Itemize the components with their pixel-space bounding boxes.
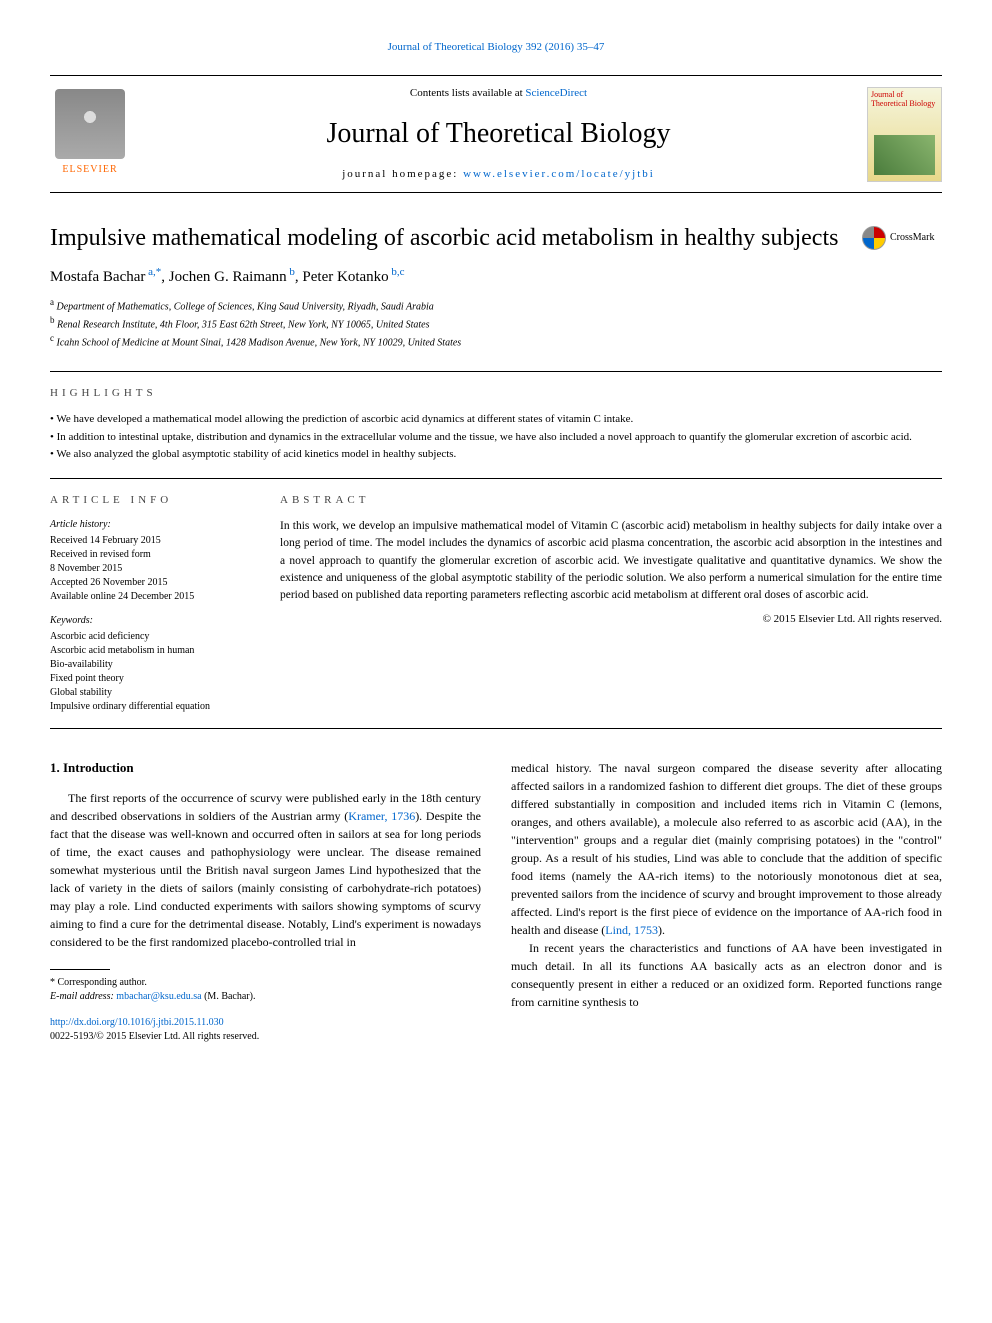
affiliations: a Department of Mathematics, College of … xyxy=(50,296,942,351)
separator xyxy=(50,728,942,729)
contents-line: Contents lists available at ScienceDirec… xyxy=(130,86,867,101)
history-accepted: Accepted 26 November 2015 xyxy=(50,576,250,590)
highlight-item: We also analyzed the global asymptotic s… xyxy=(50,446,942,464)
crossmark-badge[interactable]: CrossMark xyxy=(862,223,942,253)
citation-lind[interactable]: Lind, 1753 xyxy=(605,923,658,937)
author-3: Peter Kotanko xyxy=(302,269,388,285)
body-columns: 1. Introduction The first reports of the… xyxy=(50,759,942,1044)
contents-prefix: Contents lists available at xyxy=(410,87,525,99)
issn-line: 0022-5193/© 2015 Elsevier Ltd. All right… xyxy=(50,1030,481,1044)
affiliation-c: c Icahn School of Medicine at Mount Sina… xyxy=(50,332,942,350)
email-label: E-mail address: xyxy=(50,991,116,1002)
journal-cover-thumbnail: Journal of Theoretical Biology xyxy=(867,87,942,182)
intro-heading: 1. Introduction xyxy=(50,759,481,777)
citation-header: Journal of Theoretical Biology 392 (2016… xyxy=(50,40,942,55)
corr-author-label: * Corresponding author. xyxy=(50,976,481,990)
author-1-sup: a,* xyxy=(145,266,161,278)
citation-link[interactable]: Journal of Theoretical Biology 392 (2016… xyxy=(388,41,605,53)
cover-image xyxy=(874,135,935,175)
authors-line: Mostafa Bachar a,*, Jochen G. Raimann b,… xyxy=(50,265,942,288)
homepage-line: journal homepage: www.elsevier.com/locat… xyxy=(130,167,867,182)
highlights-label: HIGHLIGHTS xyxy=(50,386,942,401)
abstract-text: In this work, we develop an impulsive ma… xyxy=(280,518,942,604)
keyword: Ascorbic acid metabolism in human xyxy=(50,644,250,658)
abstract-copyright: © 2015 Elsevier Ltd. All rights reserved… xyxy=(280,612,942,627)
author-1: Mostafa Bachar xyxy=(50,269,145,285)
keyword: Ascorbic acid deficiency xyxy=(50,630,250,644)
elsevier-tree-icon xyxy=(55,89,125,159)
affiliation-b: b Renal Research Institute, 4th Floor, 3… xyxy=(50,314,942,332)
history-online: Available online 24 December 2015 xyxy=(50,590,250,604)
history-revised-2: 8 November 2015 xyxy=(50,562,250,576)
corresponding-author-footnote: * Corresponding author. E-mail address: … xyxy=(50,976,481,1004)
highlight-item: In addition to intestinal uptake, distri… xyxy=(50,429,942,447)
author-2-sup: b xyxy=(287,266,295,278)
separator xyxy=(50,478,942,479)
highlights-section: HIGHLIGHTS We have developed a mathemati… xyxy=(50,386,942,464)
abstract-label: ABSTRACT xyxy=(280,493,942,508)
elsevier-label: ELSEVIER xyxy=(62,163,117,177)
abstract-section: ABSTRACT In this work, we develop an imp… xyxy=(280,493,942,714)
cover-title: Journal of Theoretical Biology xyxy=(871,91,938,109)
email-suffix: (M. Bachar). xyxy=(202,991,256,1002)
info-abstract-row: ARTICLE INFO Article history: Received 1… xyxy=(50,493,942,714)
email-link[interactable]: mbachar@ksu.edu.sa xyxy=(116,991,201,1002)
author-3-sup: b,c xyxy=(389,266,405,278)
email-line: E-mail address: mbachar@ksu.edu.sa (M. B… xyxy=(50,990,481,1004)
sciencedirect-link[interactable]: ScienceDirect xyxy=(525,87,587,99)
separator xyxy=(50,371,942,372)
journal-name: Journal of Theoretical Biology xyxy=(130,114,867,153)
article-info-label: ARTICLE INFO xyxy=(50,493,250,508)
doi-link[interactable]: http://dx.doi.org/10.1016/j.jtbi.2015.11… xyxy=(50,1017,224,1028)
footnote-separator xyxy=(50,969,110,970)
highlights-list: We have developed a mathematical model a… xyxy=(50,411,942,464)
history-revised-1: Received in revised form xyxy=(50,548,250,562)
keyword: Bio-availability xyxy=(50,658,250,672)
intro-para-3: In recent years the characteristics and … xyxy=(511,939,942,1011)
page-container: Journal of Theoretical Biology 392 (2016… xyxy=(0,0,992,1084)
header-center: Contents lists available at ScienceDirec… xyxy=(130,86,867,182)
keyword: Fixed point theory xyxy=(50,672,250,686)
keywords-label: Keywords: xyxy=(50,614,250,628)
author-2: Jochen G. Raimann xyxy=(169,269,287,285)
doi-line: http://dx.doi.org/10.1016/j.jtbi.2015.11… xyxy=(50,1016,481,1030)
title-row: Impulsive mathematical modeling of ascor… xyxy=(50,223,942,254)
homepage-link[interactable]: www.elsevier.com/locate/yjtbi xyxy=(463,168,655,180)
highlight-item: We have developed a mathematical model a… xyxy=(50,411,942,429)
intro-para-2: medical history. The naval surgeon compa… xyxy=(511,759,942,1011)
citation-kramer[interactable]: Kramer, 1736 xyxy=(348,809,415,823)
history-label: Article history: xyxy=(50,518,250,532)
body-col-left: 1. Introduction The first reports of the… xyxy=(50,759,481,1044)
history-received: Received 14 February 2015 xyxy=(50,534,250,548)
elsevier-logo: ELSEVIER xyxy=(50,89,130,179)
affiliation-a: a Department of Mathematics, College of … xyxy=(50,296,942,314)
crossmark-label: CrossMark xyxy=(890,231,934,245)
article-info: ARTICLE INFO Article history: Received 1… xyxy=(50,493,250,714)
body-col-right: medical history. The naval surgeon compa… xyxy=(511,759,942,1044)
homepage-prefix: journal homepage: xyxy=(342,168,463,180)
keyword: Impulsive ordinary differential equation xyxy=(50,700,250,714)
journal-header: ELSEVIER Contents lists available at Sci… xyxy=(50,75,942,193)
crossmark-icon xyxy=(862,226,886,250)
article-title: Impulsive mathematical modeling of ascor… xyxy=(50,223,862,254)
intro-para-1: The first reports of the occurrence of s… xyxy=(50,789,481,951)
keyword: Global stability xyxy=(50,686,250,700)
